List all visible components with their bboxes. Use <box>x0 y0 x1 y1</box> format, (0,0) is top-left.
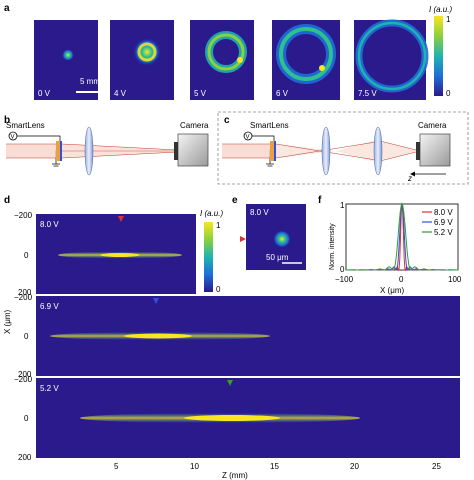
legend-entry: 6.9 V <box>434 218 453 227</box>
smartlens-label: SmartLens <box>250 121 289 130</box>
beam-frame-0v: 0 V 5 mm <box>34 20 104 100</box>
colorbar-min-tick: 0 <box>446 89 451 98</box>
z-tick: 5 <box>114 462 119 471</box>
legend-entry: 8.0 V <box>434 208 453 217</box>
row-voltage-label: 5.2 V <box>40 384 59 393</box>
x-tick: −100 <box>335 275 354 284</box>
row-voltage-label: 6.9 V <box>40 302 59 311</box>
panel-a-letter: a <box>4 3 10 14</box>
scalebar-label: 5 mm <box>80 77 100 86</box>
panel-b-letter: b <box>4 115 10 126</box>
chart-legend: 8.0 V 6.9 V 5.2 V <box>422 208 453 237</box>
x-tick: 100 <box>448 275 462 284</box>
beam-frame-4v: 4 V <box>110 20 174 100</box>
panel-d-letter: d <box>4 195 10 206</box>
smartlens-label: SmartLens <box>6 121 45 130</box>
camera-label: Camera <box>418 121 447 130</box>
x-tick-top: −200 <box>14 211 33 220</box>
focal-spot-image: 8.0 V 50 μm <box>240 204 306 270</box>
frame-voltage-label: 7.5 V <box>358 89 377 98</box>
lens-icon <box>321 126 331 176</box>
frame-voltage-label: 4 V <box>114 89 127 98</box>
beam-frame-6v: 6 V <box>272 20 340 100</box>
x-tick: 0 <box>399 275 404 284</box>
propagation-row-6-9v: 6.9 V −200 0 200 <box>14 293 460 379</box>
spot-marker <box>240 236 246 242</box>
lens-icon <box>373 126 383 176</box>
smartlens-element <box>270 141 274 161</box>
row-voltage-label: 8.0 V <box>40 220 59 229</box>
x-tick-bottom: 200 <box>18 370 32 379</box>
d-x-axis-label: X (μm) <box>3 310 12 334</box>
z-tick: 10 <box>190 462 199 471</box>
panel-f-letter: f <box>318 195 322 206</box>
voltage-source-symbol: V <box>11 135 15 141</box>
series-line-5-2-V <box>346 203 458 271</box>
z-axis-title: Z (mm) <box>222 471 248 480</box>
panel-c-letter: c <box>224 115 230 126</box>
frame-voltage-label: 0 V <box>38 89 51 98</box>
focus-marker <box>153 298 159 304</box>
propagation-row-5-2v: 5.2 V −200 0 200 <box>14 375 460 462</box>
beam-frame-5v: 5 V <box>190 20 254 100</box>
frame-voltage-label: 5 V <box>194 89 207 98</box>
x-tick-bottom: 200 <box>18 288 32 297</box>
panel-d-colorbar: I (a.u.) 1 0 <box>200 209 223 294</box>
setup-diagram-b: SmartLens V Camera <box>6 121 209 176</box>
scalebar-label: 50 μm <box>266 253 289 262</box>
intensity-profile-chart: 1 0 −100 0 100 X (μm) Norm. intensity 8.… <box>329 201 462 295</box>
colorbar-max-tick: 1 <box>216 221 221 230</box>
smartlens-element <box>56 141 60 161</box>
x-tick-mid: 0 <box>24 414 29 423</box>
x-tick-mid: 0 <box>24 332 29 341</box>
camera-icon <box>419 133 451 167</box>
panel-a-colorbar: I (a.u.) 1 0 <box>429 5 452 98</box>
z-axis: 5 10 15 20 25 Z (mm) <box>114 462 441 480</box>
camera-icon <box>177 133 209 167</box>
x-tick-mid: 0 <box>24 251 29 260</box>
chart-ylabel: Norm. intensity <box>329 223 336 270</box>
colorbar-max-tick: 1 <box>446 15 451 24</box>
x-tick-top: −200 <box>14 375 33 384</box>
z-axis-label: z <box>407 174 412 183</box>
focus-marker <box>118 216 124 222</box>
panel-e-letter: e <box>232 195 238 206</box>
colorbar-min-tick: 0 <box>216 285 221 294</box>
chart-plot-area <box>345 203 459 271</box>
camera-label: Camera <box>180 121 209 130</box>
z-tick: 15 <box>270 462 279 471</box>
setup-diagram-c: SmartLens V Camera z <box>222 121 451 183</box>
lens-icon <box>84 126 94 176</box>
y-tick: 1 <box>340 201 345 210</box>
x-tick-top: −200 <box>14 293 33 302</box>
colorbar-label: I (a.u.) <box>429 5 452 14</box>
colorbar-label: I (a.u.) <box>200 209 223 218</box>
voltage-source-symbol: V <box>246 135 250 141</box>
legend-entry: 5.2 V <box>434 228 453 237</box>
z-tick: 20 <box>350 462 359 471</box>
z-tick: 25 <box>432 462 441 471</box>
focus-marker <box>227 380 233 386</box>
propagation-row-8v: 8.0 V −200 0 200 <box>14 211 196 297</box>
chart-xlabel: X (μm) <box>380 286 404 295</box>
panel-c-frame <box>217 111 469 185</box>
beam-frame-7-5v: 7.5 V <box>354 19 429 100</box>
spot-voltage-label: 8.0 V <box>250 208 269 217</box>
x-tick-bottom: 200 <box>18 453 32 462</box>
frame-voltage-label: 6 V <box>276 89 289 98</box>
y-tick: 0 <box>340 265 345 274</box>
